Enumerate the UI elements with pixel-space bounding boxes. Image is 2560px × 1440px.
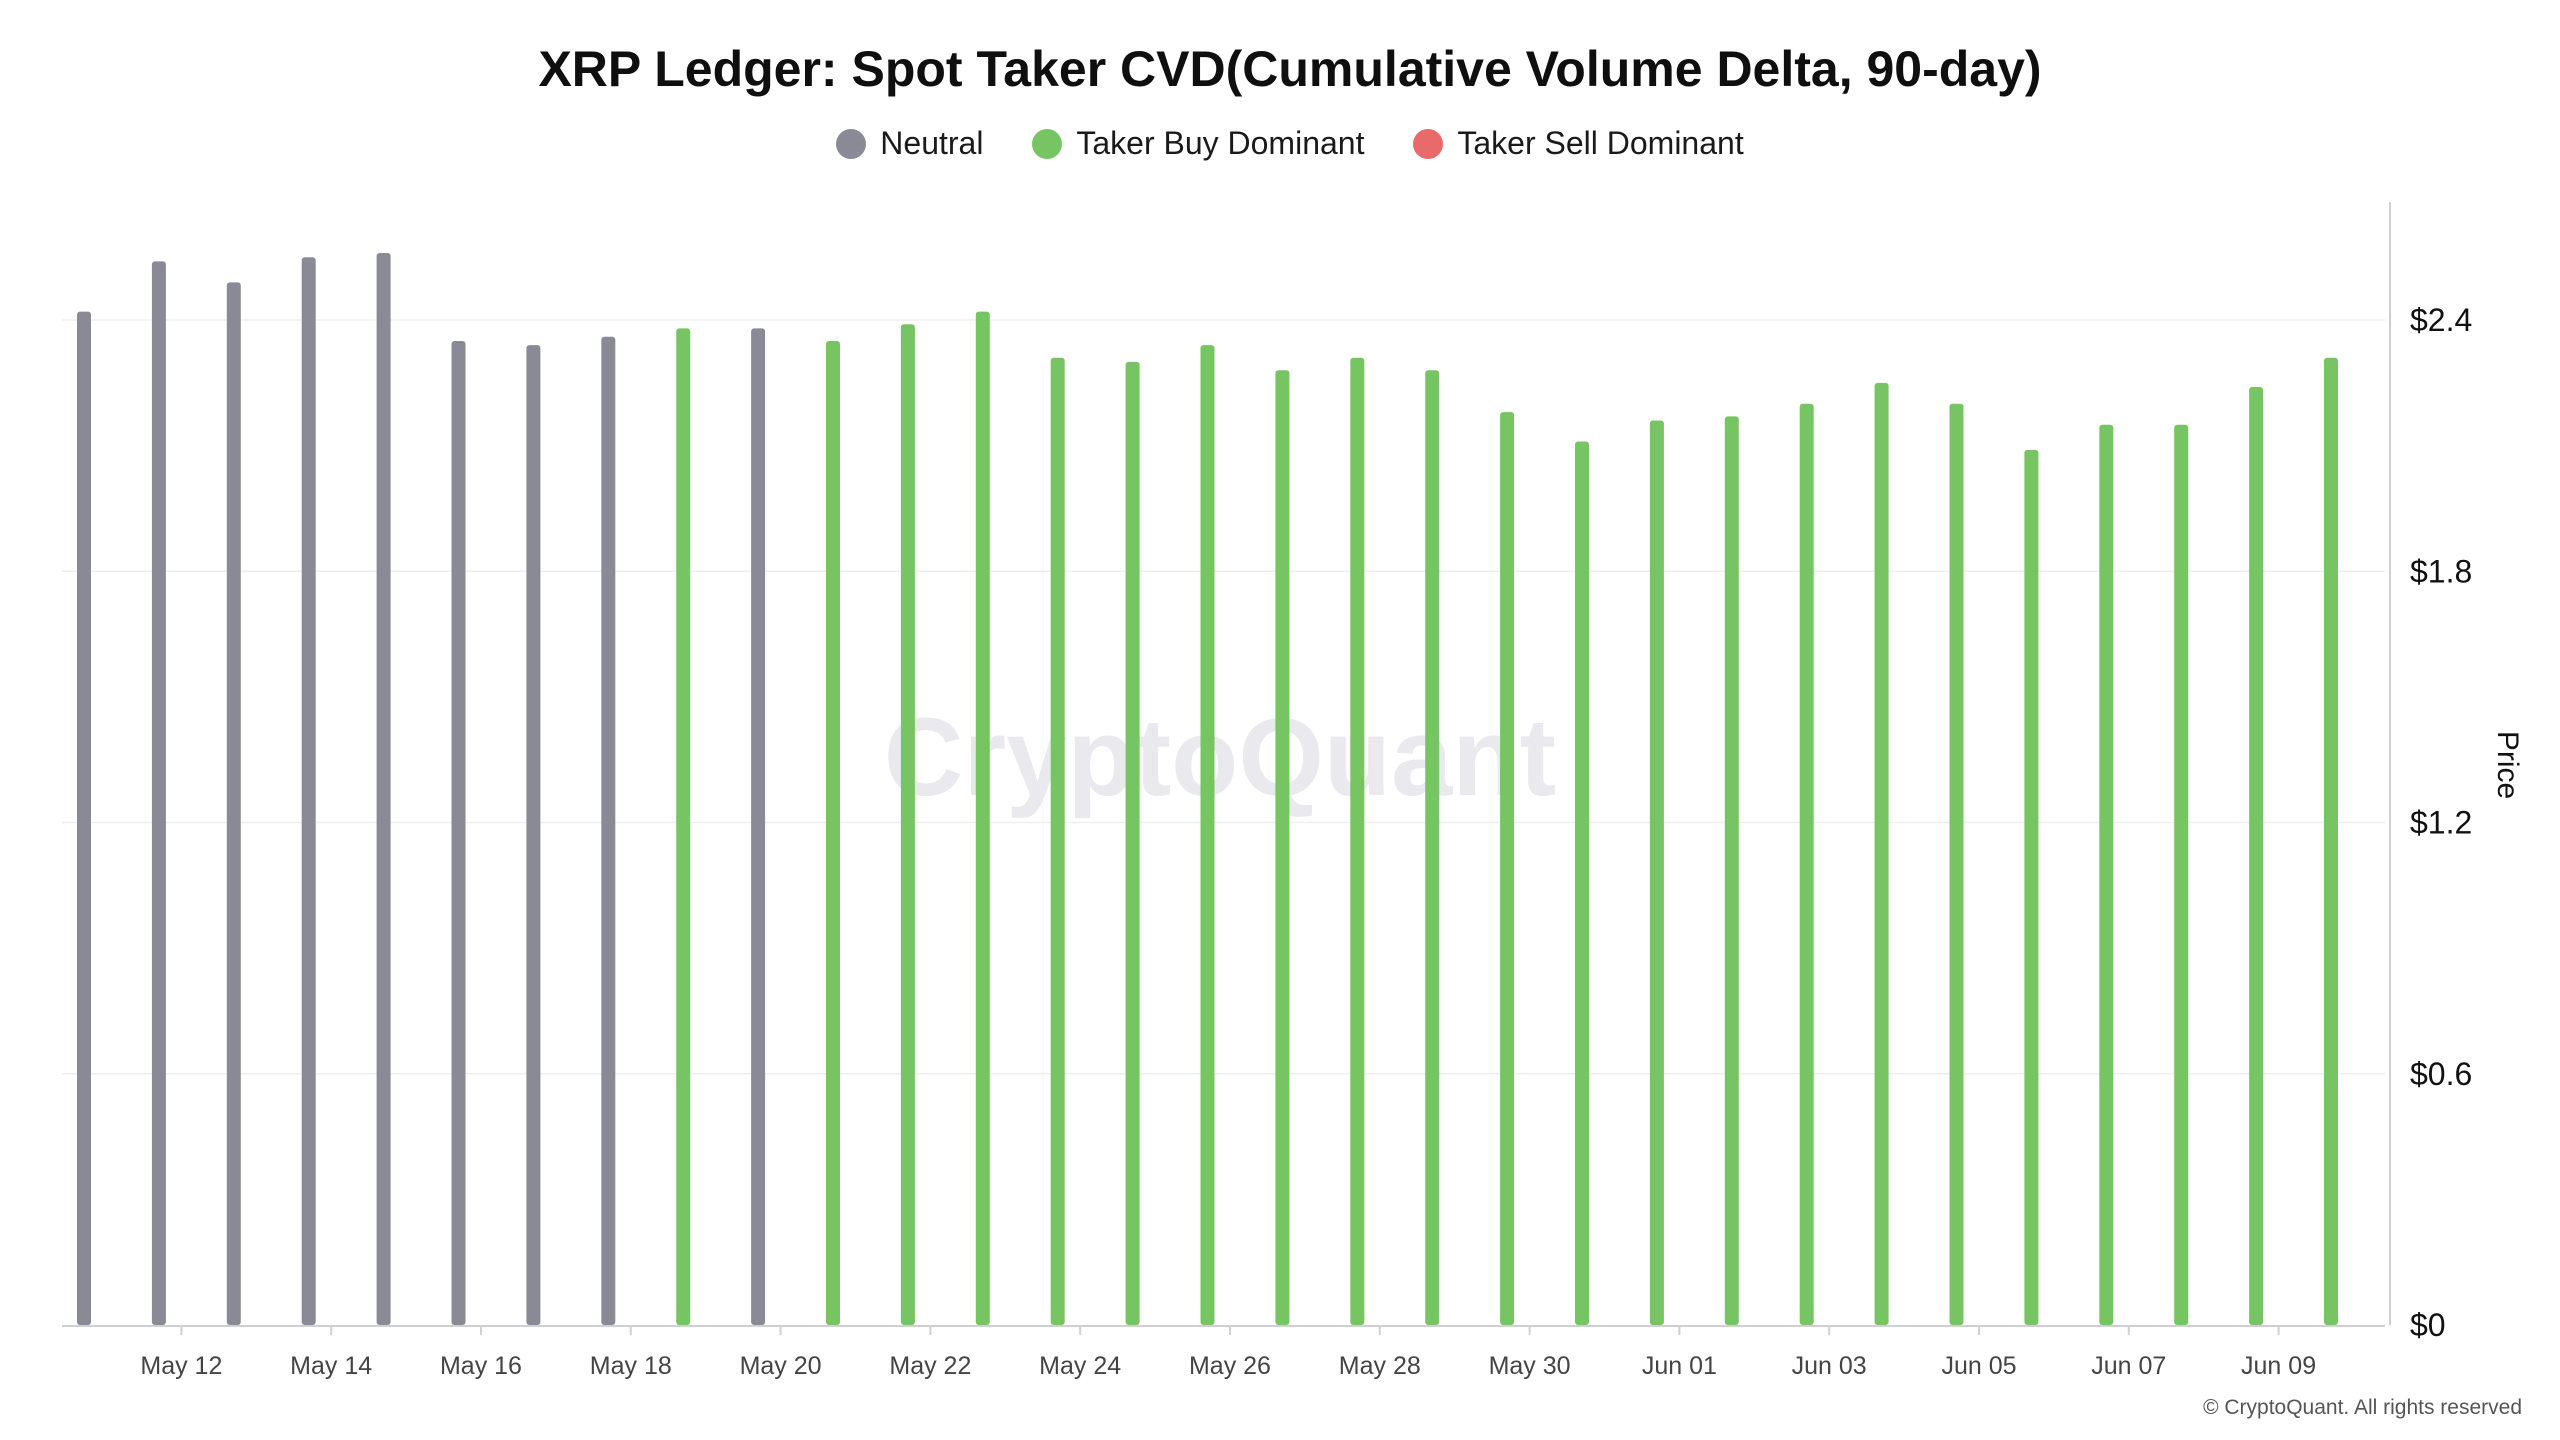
bar[interactable] <box>601 336 616 1325</box>
legend-label-taker-sell: Taker Sell Dominant <box>1457 125 1744 161</box>
bar[interactable] <box>2249 387 2264 1325</box>
x-tick-label: Jun 01 <box>1642 1352 1717 1380</box>
y-axis-label: Price <box>2491 731 2524 799</box>
legend-item-taker-buy[interactable]: Taker Buy Dominant <box>1032 125 1364 162</box>
x-tick-label: May 12 <box>140 1352 222 1380</box>
x-tick-label: Jun 03 <box>1792 1352 1867 1380</box>
bar[interactable] <box>1874 382 1889 1325</box>
bar[interactable] <box>451 340 466 1325</box>
legend-item-taker-sell[interactable]: Taker Sell Dominant <box>1413 125 1744 162</box>
x-tick-label: May 20 <box>740 1352 822 1380</box>
bar[interactable] <box>1200 345 1215 1325</box>
y-tick-label: $1.8 <box>2410 553 2472 589</box>
y-tick-label: $0 <box>2410 1307 2446 1343</box>
bar[interactable] <box>900 324 915 1325</box>
x-tick-label: Jun 05 <box>1941 1352 2016 1380</box>
x-axis: May 12 May 14 May 16 May 18 May 20 May 22 May … <box>62 1325 2385 1380</box>
bar[interactable] <box>1275 370 1290 1325</box>
bar[interactable] <box>526 345 541 1325</box>
bar[interactable] <box>1649 420 1664 1326</box>
bar[interactable] <box>151 261 166 1325</box>
bars <box>77 253 2338 1325</box>
x-tick-label: May 18 <box>590 1352 672 1380</box>
legend: Neutral Taker Buy Dominant Taker Sell Do… <box>0 125 2560 167</box>
bar[interactable] <box>1125 361 1140 1325</box>
legend-label-neutral: Neutral <box>880 125 984 161</box>
bar[interactable] <box>676 328 691 1325</box>
copyright-footer: © CryptoQuant. All rights reserved <box>2203 1396 2522 1419</box>
watermark: CryptoQuant <box>884 696 1556 819</box>
bar[interactable] <box>1050 357 1065 1325</box>
x-tick-label: Jun 09 <box>2241 1352 2316 1380</box>
bar[interactable] <box>826 340 840 1325</box>
x-tick-label: May 22 <box>889 1352 971 1380</box>
bar[interactable] <box>1949 403 1964 1325</box>
x-tick-label: May 16 <box>440 1352 522 1380</box>
bar[interactable] <box>1350 357 1365 1325</box>
y-tick-label: $0.6 <box>2410 1056 2472 1092</box>
x-tick-label: May 28 <box>1339 1352 1421 1380</box>
bar[interactable] <box>2099 424 2114 1325</box>
chart-title: XRP Ledger: Spot Taker CVD(Cumulative Vo… <box>538 41 2042 97</box>
bar[interactable] <box>1799 403 1814 1325</box>
bar[interactable] <box>975 311 990 1325</box>
x-tick-label: May 24 <box>1039 1352 1121 1380</box>
y-tick-label: $1.2 <box>2410 805 2472 841</box>
bar[interactable] <box>301 257 316 1325</box>
bar[interactable] <box>751 328 766 1325</box>
legend-label-taker-buy: Taker Buy Dominant <box>1076 125 1365 161</box>
bar[interactable] <box>376 253 391 1325</box>
x-tick-label: Jun 07 <box>2091 1352 2166 1380</box>
legend-item-neutral[interactable]: Neutral <box>836 125 983 162</box>
legend-dot-neutral <box>836 128 867 159</box>
bar[interactable] <box>1724 416 1739 1325</box>
bar[interactable] <box>2024 449 2039 1325</box>
bar[interactable] <box>226 282 241 1325</box>
x-tick-label: May 14 <box>290 1352 372 1380</box>
bar[interactable] <box>2324 357 2338 1325</box>
bar[interactable] <box>1500 412 1515 1325</box>
bar[interactable] <box>77 311 91 1325</box>
bar[interactable] <box>1575 441 1589 1325</box>
x-tick-label: May 30 <box>1489 1352 1571 1380</box>
bar[interactable] <box>2174 424 2189 1325</box>
y-axis: $0 $0.6 $1.2 $1.8 $2.4 <box>2389 202 2472 1343</box>
gridlines <box>62 319 2385 1075</box>
y-tick-label: $2.4 <box>2410 302 2472 338</box>
legend-dot-taker-sell <box>1413 128 1444 159</box>
bar[interactable] <box>1425 370 1440 1325</box>
x-tick-label: May 26 <box>1189 1352 1271 1380</box>
legend-dot-taker-buy <box>1032 128 1063 159</box>
